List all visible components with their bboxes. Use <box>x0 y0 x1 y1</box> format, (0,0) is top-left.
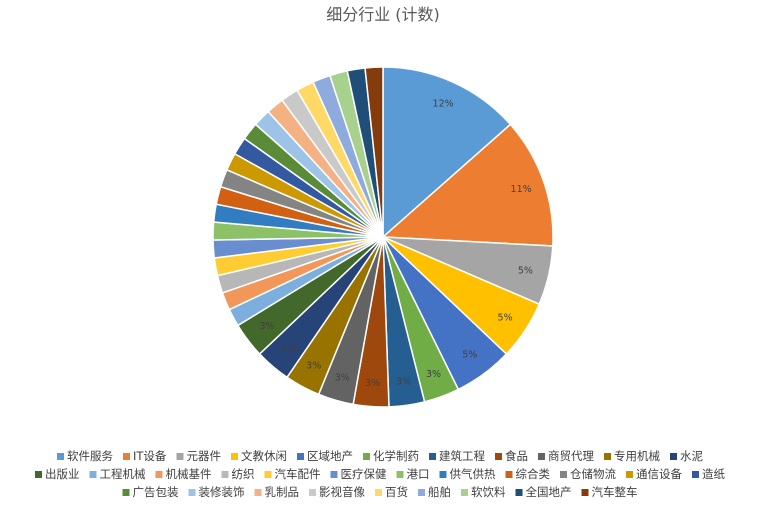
legend-label-14: 纺织 <box>232 467 255 481</box>
legend-swatch-7 <box>495 453 502 460</box>
legend-label-0: 软件服务 <box>67 449 113 463</box>
pie-slice-1 <box>381 123 554 247</box>
legend-label-11: 出版业 <box>45 467 80 481</box>
legend-swatch-24 <box>188 489 196 496</box>
legend-swatch-14 <box>221 471 229 478</box>
data-label-6: 3% <box>396 377 411 388</box>
legend-label-19: 综合类 <box>516 467 551 481</box>
legend-swatch-23 <box>122 489 130 496</box>
legend-label-23: 广告包装 <box>133 485 179 499</box>
legend-swatch-22 <box>692 471 699 478</box>
legend-label-5: 化学制药 <box>373 449 419 463</box>
data-label-2: 5% <box>518 265 533 276</box>
legend-swatch-26 <box>309 489 316 496</box>
legend-label-22: 造纸 <box>702 467 725 481</box>
chart-legend: 软件服务 IT设备 元器件 文教休闲 区域地产 化学制药 建筑工程 食品 商贸代理 专用机械 水泥出… <box>35 449 725 499</box>
legend-swatch-31 <box>581 489 589 496</box>
legend-swatch-25 <box>254 489 262 496</box>
legend-swatch-17 <box>396 471 404 478</box>
legend-label-17: 港口 <box>407 467 430 481</box>
legend-label-10: 水泥 <box>680 449 703 463</box>
legend-label-20: 仓储物流 <box>570 467 616 481</box>
legend-swatch-30 <box>515 489 523 496</box>
data-label-1: 11% <box>511 184 532 195</box>
legend-swatch-28 <box>418 489 425 496</box>
legend-swatch-4 <box>297 453 304 460</box>
slice-data-labels: 12% 11% 5% 5% 5% 3% 3% 3% 3% 3% 3% 3% <box>259 99 533 389</box>
legend-swatch-18 <box>439 471 447 478</box>
chart-title: 细分行业 (计数) <box>326 5 440 24</box>
data-label-10: 3% <box>281 343 296 354</box>
data-label-11: 3% <box>259 321 274 332</box>
pie-slices <box>212 66 554 408</box>
legend-swatch-5 <box>363 453 370 460</box>
data-label-0: 12% <box>433 99 454 110</box>
legend-swatch-9 <box>604 453 611 460</box>
legend-swatch-1 <box>123 453 130 460</box>
legend-label-26: 影视音像 <box>319 485 365 499</box>
legend-label-25: 乳制品 <box>265 485 300 499</box>
legend-label-31: 汽车整车 <box>592 485 638 499</box>
legend-label-4: 区域地产 <box>307 449 353 463</box>
legend-label-7: 食品 <box>505 449 528 463</box>
legend-swatch-11 <box>35 471 42 478</box>
legend-label-3: 文教休闲 <box>241 449 287 463</box>
data-label-9: 3% <box>306 361 321 372</box>
legend-label-13: 机械基件 <box>166 467 212 481</box>
legend-swatch-20 <box>560 471 567 478</box>
legend-label-21: 通信设备 <box>636 467 682 481</box>
pie-slice-31 <box>364 66 384 238</box>
legend-swatch-19 <box>505 471 513 478</box>
legend-label-15: 汽车配件 <box>275 467 321 481</box>
legend-label-9: 专用机械 <box>614 449 660 463</box>
legend-swatch-10 <box>670 453 677 460</box>
legend-label-8: 商贸代理 <box>548 449 594 463</box>
data-label-4: 5% <box>462 350 477 361</box>
data-label-3: 5% <box>498 312 513 323</box>
legend-label-30: 全国地产 <box>526 485 572 499</box>
legend-swatch-15 <box>264 471 272 478</box>
legend-label-16: 医疗保健 <box>341 467 387 481</box>
legend-label-18: 供气供热 <box>450 467 496 481</box>
legend-swatch-0 <box>57 453 64 460</box>
legend-swatch-16 <box>330 471 338 478</box>
legend-swatch-29 <box>461 489 468 496</box>
legend-swatch-27 <box>375 489 382 496</box>
legend-label-24: 装修装饰 <box>199 485 245 499</box>
legend-label-28: 船舶 <box>428 485 451 499</box>
legend-swatch-8 <box>538 453 545 460</box>
legend-label-29: 软饮料 <box>471 485 506 499</box>
legend-label-2: 元器件 <box>187 449 222 463</box>
legend-swatch-13 <box>155 471 163 478</box>
legend-swatch-3 <box>231 453 238 460</box>
data-label-8: 3% <box>335 372 350 383</box>
data-label-5: 3% <box>426 369 441 380</box>
legend-swatch-6 <box>429 453 436 460</box>
legend-swatch-2 <box>176 453 184 460</box>
legend-label-1: IT设备 <box>133 449 167 463</box>
legend-swatch-21 <box>626 471 633 478</box>
legend-swatch-12 <box>89 471 97 478</box>
legend-label-12: 工程机械 <box>100 467 146 481</box>
legend-label-6: 建筑工程 <box>439 449 485 463</box>
legend-label-27: 百货 <box>385 485 408 499</box>
pie-slice-0 <box>382 66 512 239</box>
data-label-7: 3% <box>365 378 380 389</box>
